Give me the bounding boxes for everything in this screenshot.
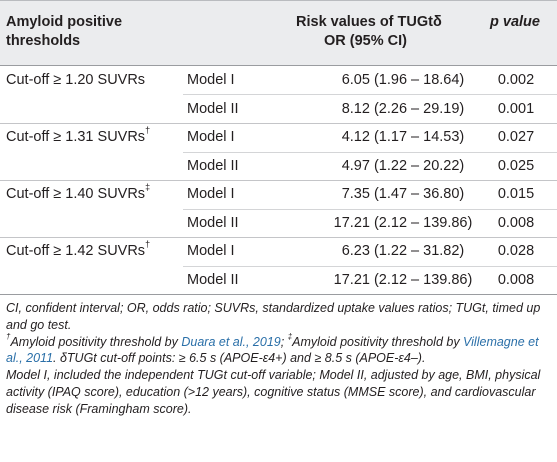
group-separator: [0, 180, 557, 181]
group-separator: [0, 237, 557, 238]
header-thresholds-line2: thresholds: [6, 33, 81, 49]
risk-cell: 6.23 (1.22 – 31.82): [341, 243, 465, 259]
threshold-cell: Cut-off ≥ 1.31 SUVRs†: [6, 125, 151, 145]
risk-cell: 17.21 (2.12 – 139.86): [333, 214, 473, 231]
table-row: Model II 4.97 (1.22 – 20.22) 0.025: [0, 152, 557, 181]
p-cell: 0.008: [497, 214, 535, 231]
p-cell: 0.008: [497, 271, 535, 288]
p-cell: 0.027: [497, 129, 535, 145]
group-separator: [0, 123, 557, 124]
row-separator: [183, 265, 557, 267]
footnote-abbreviations: CI, confident interval; OR, odds ratio; …: [6, 301, 541, 332]
p-cell: 0.001: [497, 100, 535, 117]
model-cell: Model I: [187, 186, 235, 202]
model-cell: Model I: [187, 243, 235, 259]
table-row: Cut-off ≥ 1.20 SUVRs Model I 6.05 (1.96 …: [0, 66, 557, 95]
model-cell: Model II: [187, 214, 239, 231]
model-cell: Model I: [187, 72, 235, 88]
p-cell: 0.015: [497, 186, 535, 202]
model-cell: Model II: [187, 100, 239, 117]
header-p-value: p value: [490, 14, 540, 30]
model-cell: Model II: [187, 271, 239, 288]
risk-cell: 7.35 (1.47 – 36.80): [341, 186, 465, 202]
risk-cell: 8.12 (2.26 – 29.19): [341, 100, 465, 117]
threshold-cell: Cut-off ≥ 1.40 SUVRs‡: [6, 182, 151, 202]
header-thresholds-line1: Amyloid positive: [6, 14, 123, 30]
table-bottom-rule: [0, 294, 557, 295]
model-cell: Model I: [187, 129, 235, 145]
row-separator: [183, 151, 557, 153]
header-risk-line1: Risk values of TUGtδ: [296, 14, 442, 30]
table-row: Model II 8.12 (2.26 – 29.19) 0.001: [0, 95, 557, 124]
table-row: Model II 17.21 (2.12 – 139.86) 0.008: [0, 209, 557, 238]
threshold-cell: Cut-off ≥ 1.42 SUVRs†: [6, 239, 151, 259]
risk-cell: 4.12 (1.17 – 14.53): [341, 129, 465, 145]
footnote-models: Model I, included the independent TUGt c…: [6, 368, 541, 416]
risk-cell: 4.97 (1.22 – 20.22): [341, 157, 465, 174]
table-footnotes: CI, confident interval; OR, odds ratio; …: [6, 300, 551, 418]
header-thresholds: Amyloid positive thresholds: [6, 13, 206, 51]
threshold-cell: Cut-off ≥ 1.20 SUVRs: [6, 72, 146, 88]
model-cell: Model II: [187, 157, 239, 174]
table-row: Cut-off ≥ 1.40 SUVRs‡ Model I 7.35 (1.47…: [0, 180, 557, 209]
reference-link-duara[interactable]: Duara et al., 2019: [181, 334, 281, 349]
header-risk-line2: OR (95% CI): [324, 33, 407, 49]
table-row: Model II 17.21 (2.12 – 139.86) 0.008: [0, 266, 557, 295]
header-risk: Risk values of TUGtδ OR (95% CI): [296, 13, 506, 51]
p-cell: 0.028: [497, 243, 535, 259]
reference-link-villemagne[interactable]: Villemagne et al., 2011: [6, 334, 539, 366]
table-row: Cut-off ≥ 1.42 SUVRs† Model I 6.23 (1.22…: [0, 237, 557, 266]
risk-cell: 17.21 (2.12 – 139.86): [333, 271, 473, 288]
p-cell: 0.025: [497, 157, 535, 174]
footnote-thresholds: †Amyloid positivity threshold by Duara e…: [6, 332, 539, 366]
table-header: Amyloid positive thresholds Risk values …: [0, 0, 557, 66]
table-body: Cut-off ≥ 1.20 SUVRs Model I 6.05 (1.96 …: [0, 66, 557, 294]
risk-cell: 6.05 (1.96 – 18.64): [341, 72, 465, 88]
row-separator: [183, 94, 557, 95]
row-separator: [183, 208, 557, 210]
p-cell: 0.002: [497, 72, 535, 88]
table-row: Cut-off ≥ 1.31 SUVRs† Model I 4.12 (1.17…: [0, 123, 557, 152]
